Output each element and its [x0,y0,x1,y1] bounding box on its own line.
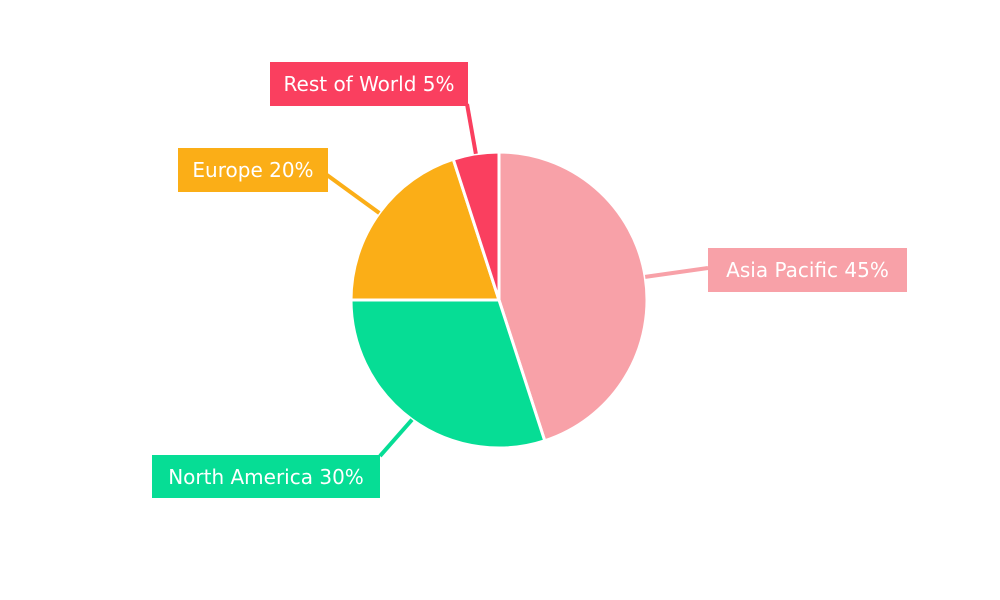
leader-line-north-america [378,418,414,458]
callout-north-america-label: North America 30% [168,464,364,489]
leader-line-europe [325,173,381,215]
pie-slice-europe [349,157,501,302]
leader-line-asia-pacific [644,266,709,279]
callout-rest-of-world: Rest of World 5% [270,62,468,106]
callout-asia-pacific: Asia Pacific 45% [708,248,907,292]
pie-slice-rest-of-world [451,150,501,302]
leader-line-rest-of-world [465,103,478,155]
callout-europe: Europe 20% [178,148,328,192]
callout-rest-of-world-label: Rest of World 5% [283,72,455,96]
callout-europe-label: Europe 20% [192,158,314,182]
callout-asia-pacific-label: Asia Pacific 45% [726,258,889,282]
callout-north-america: North America 30% [152,455,380,498]
